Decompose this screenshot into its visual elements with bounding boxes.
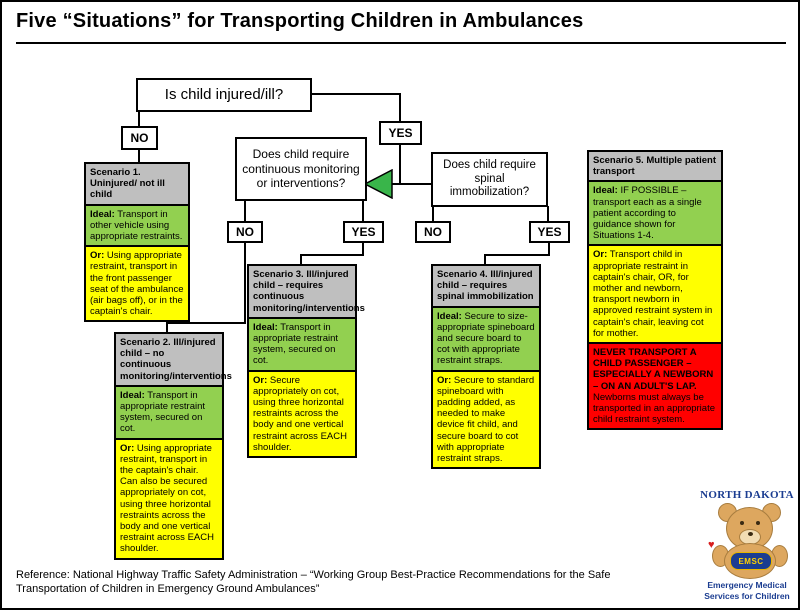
or-label: Or: bbox=[253, 374, 268, 386]
scenario-1-header: Scenario 1. Uninjured/ not ill child bbox=[86, 164, 188, 204]
scenario-3-header: Scenario 3. Ill/injured child – requires… bbox=[249, 266, 365, 317]
question-spinal-immobilization: Does child require spinal immobilization… bbox=[431, 152, 548, 207]
connector-line bbox=[484, 254, 486, 264]
connector-line bbox=[362, 242, 364, 256]
connector-line bbox=[391, 183, 433, 185]
yes-label-monitoring: YES bbox=[343, 221, 384, 243]
ideal-text: Secure to size-appropriate spineboard an… bbox=[437, 310, 535, 367]
logo-region-name: NORTH DAKOTA bbox=[700, 489, 794, 501]
connector-line bbox=[312, 93, 401, 95]
scenario-5-warning: NEVER TRANSPORT A CHILD PASSENGER – ESPE… bbox=[589, 342, 721, 429]
scenario-1-ideal: Ideal: Transport in other vehicle using … bbox=[86, 203, 188, 246]
scenario-2-box: Scenario 2. Ill/injured child – no conti… bbox=[114, 332, 232, 560]
connector-line bbox=[166, 322, 246, 324]
warning-text: Newborns must always be transported in a… bbox=[593, 391, 715, 426]
scenario-4-header: Scenario 4. Ill/injured child – requires… bbox=[433, 266, 539, 306]
connector-line bbox=[244, 242, 246, 324]
logo-caption-line1: Emergency Medical bbox=[707, 580, 787, 590]
or-text: Secure appropriately on cot, using three… bbox=[253, 374, 347, 453]
or-text: Using appropriate restraint, transport i… bbox=[120, 442, 214, 555]
no-label-top: NO bbox=[121, 126, 158, 150]
connector-line bbox=[548, 242, 550, 256]
question-injured-ill: Is child injured/ill? bbox=[136, 78, 312, 112]
connector-line bbox=[300, 254, 364, 256]
connector-line bbox=[399, 144, 401, 185]
scenario-5-or: Or: Transport child in appropriate restr… bbox=[589, 244, 721, 343]
connector-line bbox=[547, 206, 549, 221]
scenario-2-header: Scenario 2. Ill/injured child – no conti… bbox=[116, 334, 232, 385]
connector-line bbox=[166, 322, 168, 332]
scenario-2-or: Or: Using appropriate restraint, transpo… bbox=[116, 437, 222, 558]
reference-text: Reference: National Highway Traffic Safe… bbox=[16, 569, 611, 595]
scenario-3-box: Scenario 3. Ill/injured child – requires… bbox=[247, 264, 365, 459]
logo-caption-line2: Services for Children bbox=[704, 590, 790, 601]
scenario-4-box: Scenario 4. Ill/injured child – requires… bbox=[431, 264, 541, 470]
scenario-3-or: Or: Secure appropriately on cot, using t… bbox=[249, 369, 355, 457]
bear-nose bbox=[748, 532, 753, 536]
ideal-text: Transport in other vehicle using appropr… bbox=[90, 208, 183, 243]
connector-line bbox=[362, 201, 364, 221]
scenario-5-box: Scenario 5. Multiple patient transport I… bbox=[587, 150, 723, 431]
ideal-label: Ideal: bbox=[437, 310, 462, 322]
scenario-5-ideal: Ideal: IF POSSIBLE – transport each as a… bbox=[589, 180, 721, 245]
connector-line bbox=[484, 254, 550, 256]
ideal-text: Transport in appropriate restraint syste… bbox=[120, 389, 206, 435]
connector-line bbox=[244, 201, 246, 221]
emsc-badge: EMSC bbox=[730, 552, 772, 570]
or-text: Secure to standard spineboard with paddi… bbox=[437, 374, 535, 465]
connector-line bbox=[399, 93, 401, 123]
no-label-spinal: NO bbox=[415, 221, 451, 243]
or-text: Using appropriate restraint, transport i… bbox=[90, 250, 184, 318]
heart-icon: ♥ bbox=[708, 539, 715, 551]
yes-label-top: YES bbox=[379, 121, 422, 145]
ideal-label: Ideal: bbox=[253, 321, 278, 333]
ideal-label: Ideal: bbox=[90, 208, 115, 220]
ideal-label: Ideal: bbox=[120, 389, 145, 401]
scenario-4-ideal: Ideal: Secure to size-appropriate spineb… bbox=[433, 305, 539, 370]
ideal-label: Ideal: bbox=[593, 185, 618, 197]
scenario-5-header: Scenario 5. Multiple patient transport bbox=[589, 152, 721, 181]
scenario-3-ideal: Ideal: Transport in appropriate restrain… bbox=[249, 316, 355, 370]
question-continuous-monitoring: Does child require continuous monitoring… bbox=[235, 137, 367, 201]
title-divider bbox=[16, 42, 786, 44]
scenario-1-box: Scenario 1. Uninjured/ not ill child Ide… bbox=[84, 162, 190, 323]
connector-line bbox=[432, 206, 434, 221]
page-title: Five “Situations” for Transporting Child… bbox=[16, 10, 584, 32]
no-label-monitoring: NO bbox=[227, 221, 263, 243]
bear-eye bbox=[740, 521, 744, 525]
or-label: Or: bbox=[90, 250, 105, 262]
bear-eye bbox=[756, 521, 760, 525]
or-label: Or: bbox=[593, 249, 608, 261]
connector-line bbox=[300, 254, 302, 264]
logo-caption: Emergency Medical Services for Children bbox=[686, 580, 798, 601]
or-label: Or: bbox=[120, 442, 135, 454]
scenario-1-or: Or: Using appropriate restraint, transpo… bbox=[86, 245, 188, 321]
or-label: Or: bbox=[437, 374, 452, 386]
scenario-4-or: Or: Secure to standard spineboard with p… bbox=[433, 369, 539, 468]
green-left-arrow-icon bbox=[363, 168, 393, 204]
warning-bold-text: NEVER TRANSPORT A CHILD PASSENGER – ESPE… bbox=[593, 347, 714, 392]
ideal-text: IF POSSIBLE – transport each as a single… bbox=[593, 185, 702, 242]
yes-label-spinal: YES bbox=[529, 221, 570, 243]
ideal-text: Transport in appropriate restraint syste… bbox=[253, 321, 339, 367]
or-text: Transport child in appropriate restraint… bbox=[593, 249, 713, 339]
emsc-teddy-bear-logo: ♥ EMSC bbox=[708, 503, 790, 579]
scenario-2-ideal: Ideal: Transport in appropriate restrain… bbox=[116, 384, 222, 438]
